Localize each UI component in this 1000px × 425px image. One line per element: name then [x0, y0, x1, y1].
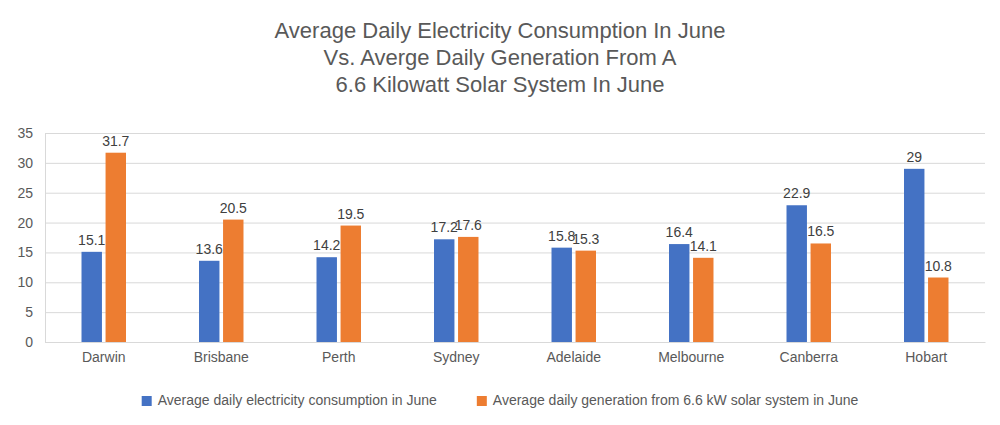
bar — [317, 257, 337, 342]
bar — [458, 237, 478, 342]
grid-line — [45, 282, 985, 283]
bar — [693, 258, 713, 342]
tick: Sydney — [433, 349, 480, 365]
data-label: 15.1 — [78, 232, 105, 248]
bar — [199, 261, 219, 342]
tick-label: Brisbane — [194, 349, 249, 365]
tick-label: 15 — [17, 244, 33, 260]
axis-line — [46, 342, 986, 343]
tick-label: Canberra — [780, 349, 839, 365]
bar — [811, 243, 831, 342]
tick: 20 — [17, 215, 985, 231]
data-label: 15.3 — [572, 231, 599, 247]
background — [0, 0, 1000, 425]
bars — [82, 153, 949, 342]
tick: Hobart — [905, 349, 947, 365]
data-label: 14.1 — [690, 238, 717, 254]
tick: 0 — [25, 334, 985, 350]
tick-label: 20 — [17, 215, 33, 231]
data-label: 22.9 — [783, 185, 810, 201]
tick-label: Adelaide — [547, 349, 602, 365]
data-label: 20.5 — [220, 200, 247, 216]
data-label: 16.5 — [807, 223, 834, 239]
grid-line — [45, 133, 985, 134]
tick-label: 35 — [17, 125, 33, 141]
tick-label: 0 — [25, 334, 33, 350]
data-labels: 15.113.614.217.215.816.422.92931.720.519… — [78, 133, 952, 274]
legend-label: Average daily generation from 6.6 kW sol… — [493, 392, 859, 408]
y-axis: 0 5 10 15 20 25 30 35 — [17, 125, 985, 350]
bar — [223, 220, 243, 342]
data-label: 13.6 — [196, 241, 223, 257]
bar — [82, 252, 102, 342]
data-label: 19.5 — [337, 206, 364, 222]
title: Average Daily Electricity Consumption In… — [275, 18, 726, 97]
tick-label: Perth — [322, 349, 355, 365]
data-label: 31.7 — [102, 133, 129, 149]
grid-line — [45, 312, 985, 313]
tick-label: 5 — [25, 304, 33, 320]
plot: 0 5 10 15 20 25 30 35 Darwin Brisbane Perth Sydney A… — [17, 125, 985, 365]
grid-line — [45, 223, 985, 224]
legend-label: Average daily electricity consumption in… — [158, 392, 437, 408]
tick: Brisbane — [194, 349, 249, 365]
bar — [434, 239, 454, 342]
chart: Average Daily Electricity Consumption In… — [0, 0, 1000, 425]
title-line: Vs. Averge Daily Generation From A — [324, 45, 677, 70]
title-line: 6.6 Kilowatt Solar System In June — [336, 72, 665, 97]
data-label: 14.2 — [313, 237, 340, 253]
tick: 10 — [17, 274, 985, 290]
legend: Average daily electricity consumption in… — [142, 392, 859, 408]
tick: 35 — [17, 125, 985, 141]
tick-label: 25 — [17, 185, 33, 201]
data-label: 17.6 — [455, 217, 482, 233]
tick-label: Darwin — [82, 349, 126, 365]
data-label: 10.8 — [925, 258, 952, 274]
bar — [787, 205, 807, 342]
tick-label: 30 — [17, 155, 33, 171]
legend-swatch — [477, 396, 487, 406]
bar — [106, 153, 126, 342]
tick: Perth — [322, 349, 355, 365]
grid-line — [45, 252, 985, 253]
tick-label: Melbourne — [658, 349, 724, 365]
data-label: 29 — [906, 149, 922, 165]
tick: Adelaide — [547, 349, 602, 365]
tick-label: Sydney — [433, 349, 480, 365]
tick: 15 — [17, 244, 985, 260]
legend-swatch — [142, 396, 152, 406]
legend-item: Average daily generation from 6.6 kW sol… — [477, 392, 859, 408]
tick-label: 10 — [17, 274, 33, 290]
bar — [904, 169, 924, 342]
tick: 25 — [17, 185, 985, 201]
axis-line — [46, 134, 986, 343]
bar — [669, 244, 689, 342]
legend-item: Average daily electricity consumption in… — [142, 392, 437, 408]
bar — [552, 248, 572, 342]
x-axis: Darwin Brisbane Perth Sydney Adelaide Melbour… — [46, 343, 986, 365]
tick: Melbourne — [658, 349, 724, 365]
tick: Darwin — [82, 349, 126, 365]
grid-line — [45, 163, 985, 164]
tick-label: Hobart — [905, 349, 947, 365]
tick: Canberra — [780, 349, 839, 365]
title-line: Average Daily Electricity Consumption In… — [275, 18, 726, 43]
tick: 5 — [25, 304, 985, 320]
bar — [576, 251, 596, 342]
grid-line — [45, 193, 985, 194]
bar — [928, 278, 948, 342]
grid-line — [45, 342, 985, 343]
bar — [341, 226, 361, 342]
tick: 30 — [17, 155, 985, 171]
